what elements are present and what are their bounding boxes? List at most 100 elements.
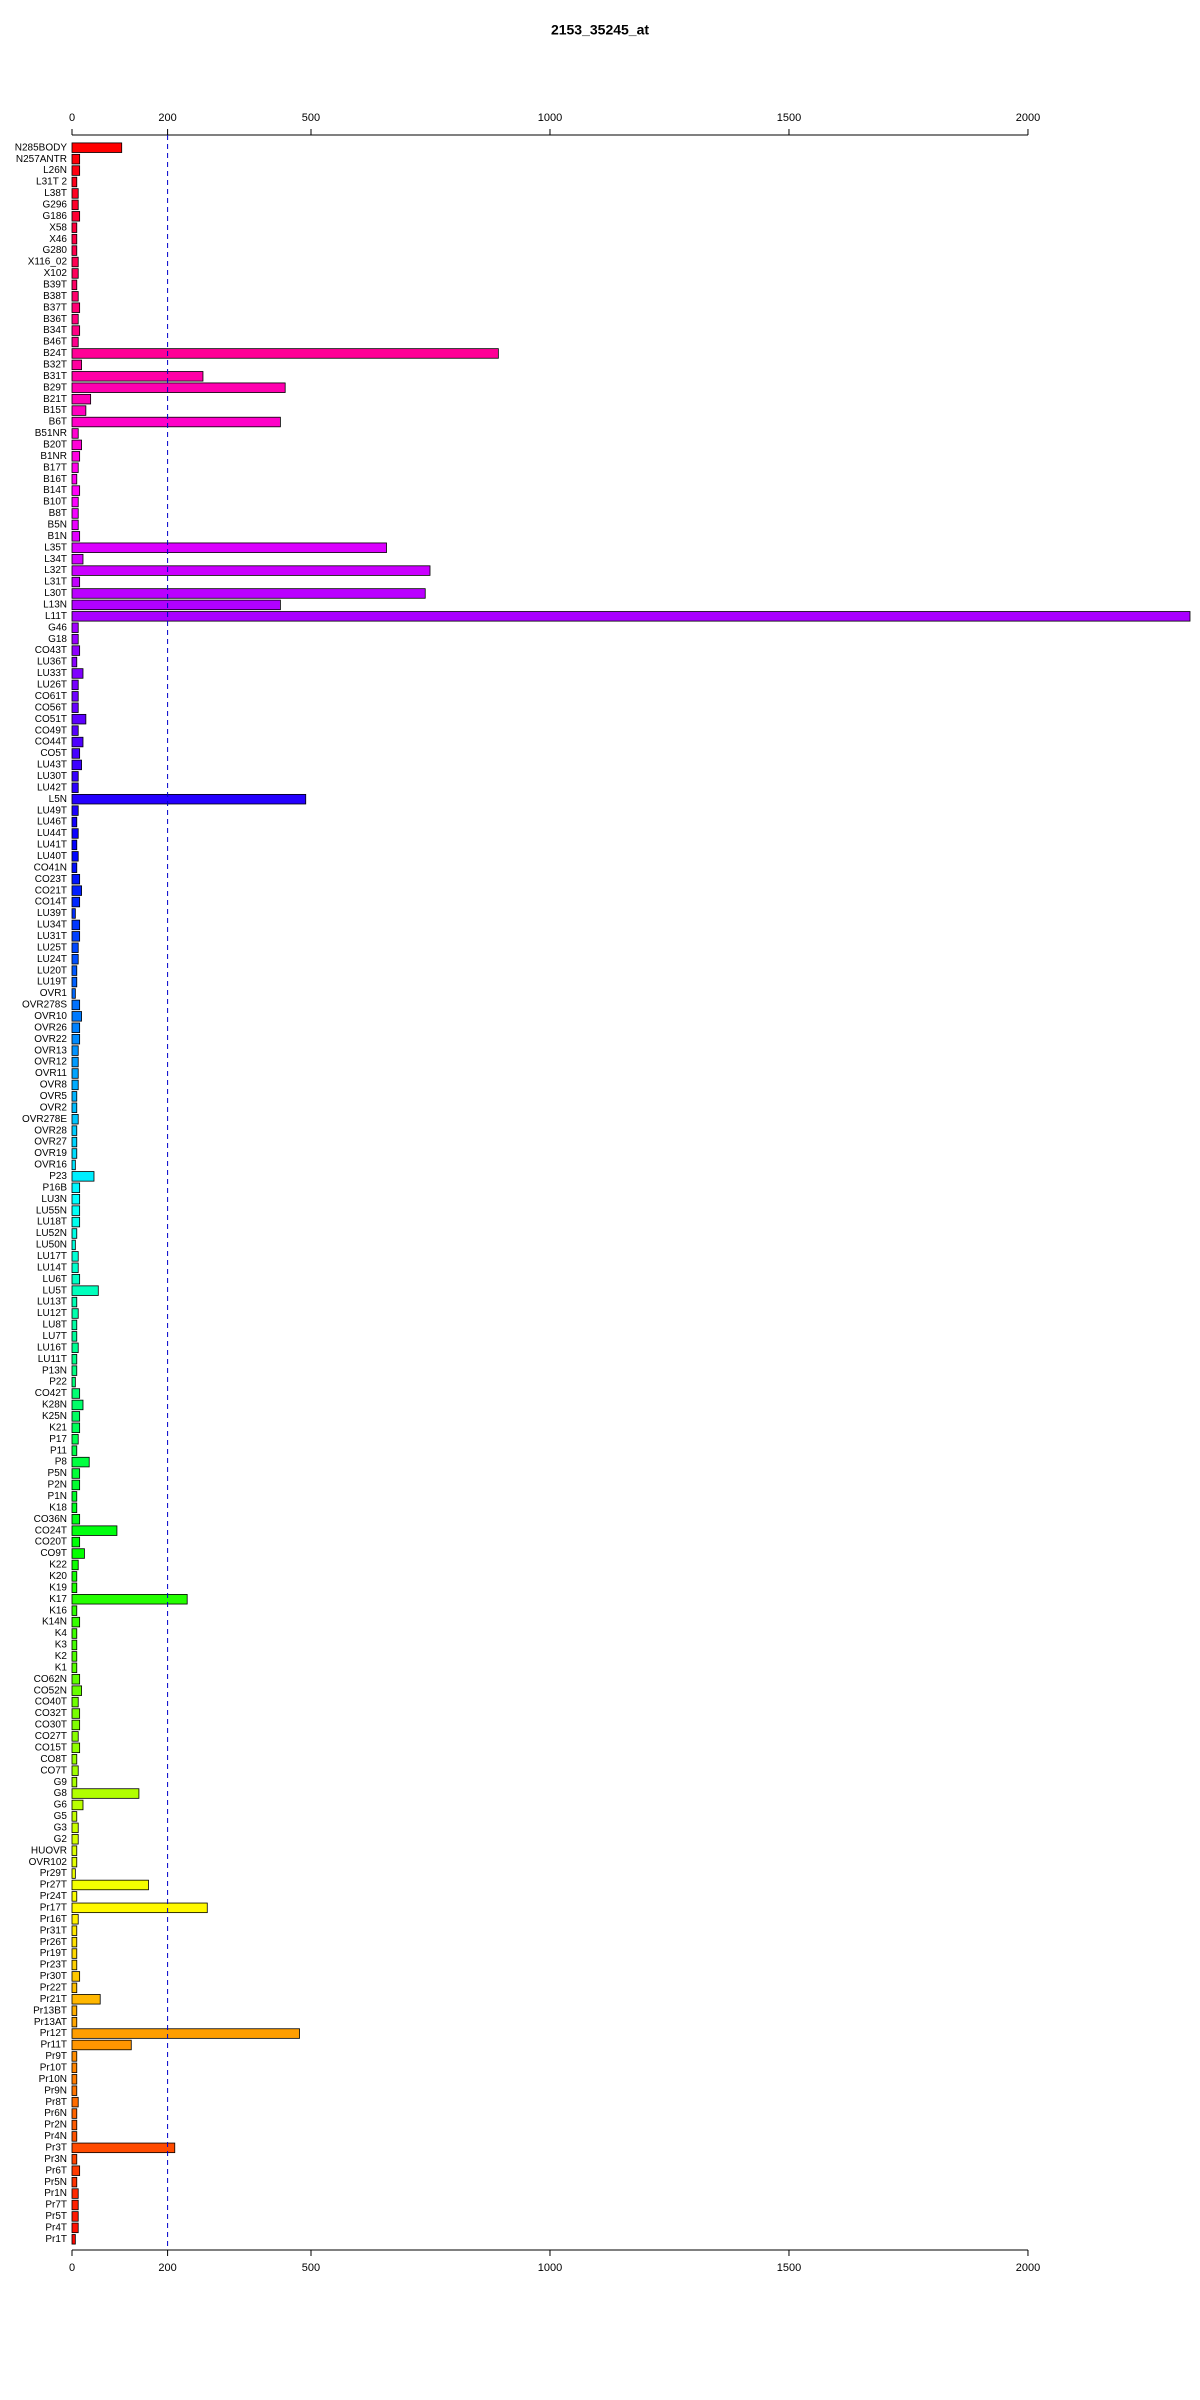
y-tick-label: Pr5N <box>44 2177 67 2188</box>
y-tick-label: LU31T <box>37 931 67 942</box>
y-tick-label: OVR8 <box>40 1080 68 1091</box>
bar <box>71 576 81 588</box>
y-tick-label: G9 <box>54 1777 68 1788</box>
bar <box>71 1811 78 1822</box>
y-tick-label: CO56T <box>35 702 67 713</box>
bar <box>71 245 78 256</box>
y-tick-label: LU8T <box>43 1320 67 1331</box>
bar <box>71 1605 78 1616</box>
y-tick-label: G296 <box>43 200 68 211</box>
bar <box>71 588 426 599</box>
bar <box>71 451 81 462</box>
y-tick-label: LU7T <box>43 1331 67 1342</box>
y-tick-label: G6 <box>54 1800 68 1811</box>
y-tick-label: K16 <box>49 1605 67 1616</box>
y-tick-label: K19 <box>49 1582 67 1593</box>
x-tick-label-top: 2000 <box>1016 112 1040 124</box>
y-tick-label: LU52N <box>36 1228 67 1239</box>
bar <box>71 1274 81 1285</box>
bar <box>71 771 79 782</box>
bar <box>71 1376 76 1388</box>
bar <box>71 1045 79 1056</box>
bar <box>71 393 92 405</box>
y-tick-label: B39T <box>43 280 67 291</box>
bar <box>71 2154 78 2165</box>
y-tick-label: N285BODY <box>15 142 68 153</box>
bar <box>71 1262 79 1273</box>
bar <box>71 1628 78 1639</box>
y-tick-label: CO8T <box>40 1754 67 1765</box>
y-tick-label: B36T <box>43 314 67 325</box>
bar <box>71 988 76 999</box>
bar <box>71 1662 78 1674</box>
bar <box>71 2096 79 2108</box>
bar <box>71 188 79 199</box>
bar <box>71 1891 78 1902</box>
y-tick-label: CO42T <box>35 1388 67 1399</box>
y-tick-label: OVR5 <box>40 1091 68 1102</box>
x-tick-label-bottom: 200 <box>158 2262 176 2274</box>
bar <box>71 1799 84 1811</box>
bar <box>71 1936 78 1948</box>
bar <box>71 1536 81 1548</box>
bar <box>71 325 81 336</box>
bar <box>71 1559 79 1571</box>
y-tick-label: Pr17T <box>40 1902 67 1913</box>
bar <box>71 873 81 885</box>
bar <box>71 1479 81 1491</box>
y-tick-label: B21T <box>43 394 67 405</box>
y-tick-label: G186 <box>43 211 68 222</box>
y-tick-label: P22 <box>49 1377 67 1388</box>
bar <box>71 348 499 359</box>
y-tick-label: K22 <box>49 1560 67 1571</box>
y-tick-label: Pr13BT <box>33 2005 67 2016</box>
y-tick-label: OVR278E <box>22 1114 67 1125</box>
bar <box>71 1354 78 1365</box>
bar <box>71 1719 81 1731</box>
y-tick-label: LU13T <box>37 1297 67 1308</box>
y-tick-label: L5N <box>49 794 67 805</box>
bar <box>71 919 81 931</box>
y-tick-label: Pr3T <box>45 2142 67 2153</box>
bar <box>71 1708 81 1719</box>
bar <box>71 1022 81 1033</box>
bar <box>71 336 79 348</box>
bar <box>71 268 79 279</box>
y-tick-label: Pr6T <box>45 2165 67 2176</box>
y-tick-label: LU5T <box>43 1285 67 1296</box>
bar <box>71 1651 78 1662</box>
bar <box>71 1674 81 1685</box>
bar <box>71 656 78 668</box>
y-tick-label: CO5T <box>40 748 67 759</box>
y-tick-label: CO44T <box>35 737 67 748</box>
y-tick-label: B14T <box>43 485 67 496</box>
y-tick-label: P11 <box>50 1445 67 1456</box>
y-tick-label: P8 <box>55 1457 68 1468</box>
bar <box>71 1228 78 1239</box>
bar <box>71 565 431 576</box>
bar <box>71 531 81 542</box>
y-tick-label: B8T <box>49 508 67 519</box>
bar <box>71 1685 82 1696</box>
y-tick-label: LU16T <box>37 1342 67 1353</box>
bar <box>71 1411 81 1422</box>
y-tick-label: CO30T <box>35 1720 67 1731</box>
bar <box>71 313 79 325</box>
y-tick-label: K14N <box>42 1617 67 1628</box>
y-tick-label: LU46T <box>37 817 67 828</box>
y-tick-label: K3 <box>55 1640 68 1651</box>
y-tick-label: LU39T <box>37 908 67 919</box>
bar <box>71 1194 81 1205</box>
y-tick-label: B38T <box>43 291 67 302</box>
y-tick-label: G18 <box>48 634 67 645</box>
bar <box>71 1514 81 1525</box>
y-tick-label: OVR10 <box>34 1011 67 1022</box>
y-tick-label: P1N <box>48 1491 67 1502</box>
y-tick-label: K28N <box>42 1400 67 1411</box>
y-tick-label: P23 <box>49 1171 67 1182</box>
bar <box>71 1834 79 1845</box>
y-tick-label: Pr26T <box>40 1937 67 1948</box>
y-tick-label: LU17T <box>37 1251 67 1262</box>
x-tick-label-bottom: 2000 <box>1016 2262 1040 2274</box>
